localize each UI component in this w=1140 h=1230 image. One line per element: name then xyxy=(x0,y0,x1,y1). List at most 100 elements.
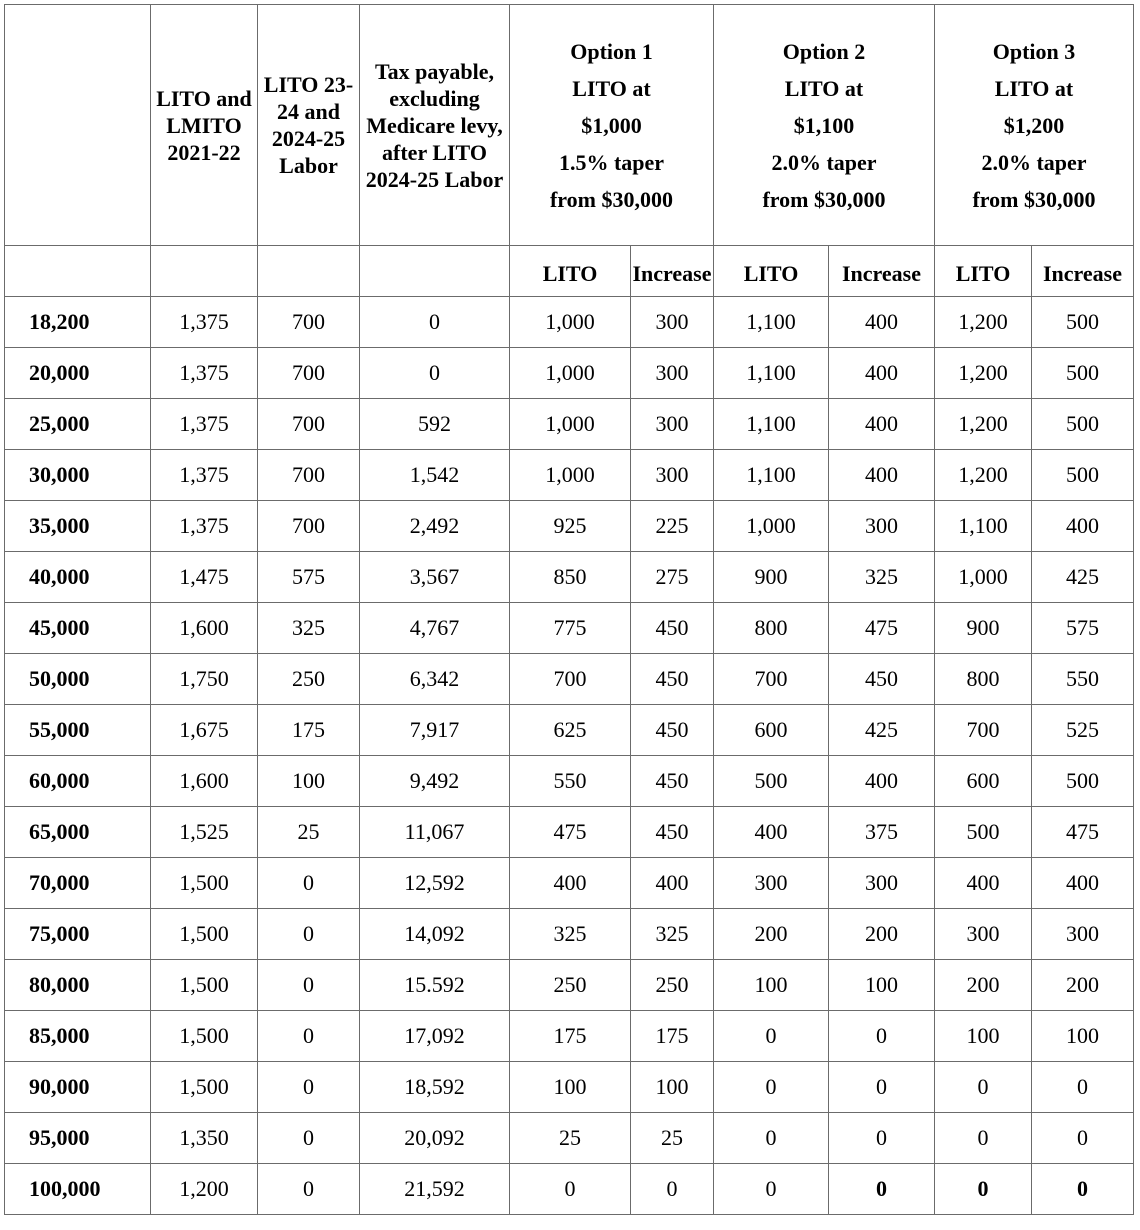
income-cell: 85,000 xyxy=(4,1010,151,1062)
income-cell: 60,000 xyxy=(4,755,151,807)
lito-2024-25-labor-cell: 0 xyxy=(257,959,360,1011)
option-3-lito-cell: 1,200 xyxy=(934,296,1032,348)
option-line: $1,000 xyxy=(581,112,642,138)
option-line: 2.0% taper xyxy=(981,149,1087,175)
option-3-increase-cell: 400 xyxy=(1031,857,1134,909)
table-row: 100,000 1,200 0 21,592 0 0 0 0 0 0 xyxy=(4,1163,1134,1215)
lito-2024-25-labor-cell: 25 xyxy=(257,806,360,858)
tax-payable-cell: 0 xyxy=(359,347,510,399)
option-1-lito-cell: 250 xyxy=(509,959,631,1011)
option-1-increase-cell: 450 xyxy=(630,653,714,705)
lito-2024-25-labor-cell: 0 xyxy=(257,1112,360,1164)
option-1-lito-cell: 1,000 xyxy=(509,449,631,501)
lito-2024-25-labor-cell: 0 xyxy=(257,1163,360,1215)
option-3-lito-cell: 400 xyxy=(934,857,1032,909)
option-3-increase-cell: 500 xyxy=(1031,347,1134,399)
lito-lmito-2021-22-cell: 1,475 xyxy=(150,551,258,603)
option-1-lito-cell: 25 xyxy=(509,1112,631,1164)
option-3-increase-cell: 0 xyxy=(1031,1163,1134,1215)
option-1-lito-cell: 925 xyxy=(509,500,631,552)
tax-payable-cell: 17,092 xyxy=(359,1010,510,1062)
table-row: 75,000 1,500 0 14,092 325 325 200 200 300 300 xyxy=(4,908,1134,960)
lito-2024-25-labor-cell: 0 xyxy=(257,1061,360,1113)
subheader-increase: Increase xyxy=(828,245,935,297)
subheader-label: Increase xyxy=(1042,261,1123,286)
option-line: $1,200 xyxy=(1003,112,1065,138)
option-2-increase-cell: 400 xyxy=(828,398,935,450)
option-1-increase-cell: 175 xyxy=(630,1010,714,1062)
option-1-increase-cell: 300 xyxy=(630,347,714,399)
income-cell: 65,000 xyxy=(4,806,151,858)
lito-2024-25-labor-cell: 0 xyxy=(257,857,360,909)
lito-2024-25-labor-cell: 175 xyxy=(257,704,360,756)
lito-2024-25-labor-cell: 0 xyxy=(257,908,360,960)
income-cell: 90,000 xyxy=(4,1061,151,1113)
lito-lmito-2021-22-cell: 1,200 xyxy=(150,1163,258,1215)
option-3-lito-cell: 500 xyxy=(934,806,1032,858)
option-3-increase-cell: 425 xyxy=(1031,551,1134,603)
option-3-lito-cell: 0 xyxy=(934,1061,1032,1113)
option-title: Option 1 xyxy=(570,38,653,64)
tax-payable-cell: 9,492 xyxy=(359,755,510,807)
option-3-increase-cell: 300 xyxy=(1031,908,1134,960)
empty-cell xyxy=(150,245,258,297)
income-cell: 18,200 xyxy=(4,296,151,348)
option-3-lito-cell: 0 xyxy=(934,1163,1032,1215)
option-2-lito-cell: 100 xyxy=(713,959,829,1011)
income-cell: 35,000 xyxy=(4,500,151,552)
lito-2024-25-labor-cell: 700 xyxy=(257,347,360,399)
option-3-lito-cell: 600 xyxy=(934,755,1032,807)
option-3-lito-cell: 800 xyxy=(934,653,1032,705)
subheader-label: LITO xyxy=(743,261,799,286)
option-1-increase-cell: 325 xyxy=(630,908,714,960)
table-body: 18,200 1,375 700 0 1,000 300 1,100 400 1,200 500 2… xyxy=(4,296,1134,1215)
option-2-increase-cell: 400 xyxy=(828,296,935,348)
option-2-lito-cell: 1,100 xyxy=(713,398,829,450)
option-1-increase-cell: 300 xyxy=(630,449,714,501)
option-1-increase-cell: 400 xyxy=(630,857,714,909)
lito-2024-25-labor-cell: 0 xyxy=(257,1010,360,1062)
tax-payable-cell: 12,592 xyxy=(359,857,510,909)
option-2-lito-cell: 500 xyxy=(713,755,829,807)
option-1-lito-cell: 1,000 xyxy=(509,296,631,348)
option-3-increase-cell: 475 xyxy=(1031,806,1134,858)
option-3-lito-cell: 200 xyxy=(934,959,1032,1011)
option-2-lito-cell: 900 xyxy=(713,551,829,603)
lito-lmito-2021-22-cell: 1,375 xyxy=(150,398,258,450)
option-line: from $30,000 xyxy=(972,186,1096,212)
table-row: 45,000 1,600 325 4,767 775 450 800 475 900 575 xyxy=(4,602,1134,654)
table-row: 50,000 1,750 250 6,342 700 450 700 450 800 550 xyxy=(4,653,1134,705)
tax-payable-cell: 21,592 xyxy=(359,1163,510,1215)
subheader-label: Increase xyxy=(841,261,922,286)
option-3-lito-cell: 1,100 xyxy=(934,500,1032,552)
lito-lmito-2021-22-cell: 1,750 xyxy=(150,653,258,705)
table-row: 20,000 1,375 700 0 1,000 300 1,100 400 1,200 500 xyxy=(4,347,1134,399)
option-2-increase-cell: 0 xyxy=(828,1061,935,1113)
option-title: Option 2 xyxy=(782,38,866,64)
option-1-increase-cell: 25 xyxy=(630,1112,714,1164)
table-row: 55,000 1,675 175 7,917 625 450 600 425 700 525 xyxy=(4,704,1134,756)
table-row: 30,000 1,375 700 1,542 1,000 300 1,100 400 1,200… xyxy=(4,449,1134,501)
option-1-lito-cell: 400 xyxy=(509,857,631,909)
tax-payable-cell: 2,492 xyxy=(359,500,510,552)
option-2-increase-cell: 400 xyxy=(828,347,935,399)
option-1-increase-cell: 225 xyxy=(630,500,714,552)
option-line: from $30,000 xyxy=(549,186,674,212)
tax-payable-cell: 1,542 xyxy=(359,449,510,501)
subheader-increase: Increase xyxy=(1031,245,1134,297)
option-1-increase-cell: 450 xyxy=(630,806,714,858)
tax-payable-cell: 592 xyxy=(359,398,510,450)
option-3-increase-cell: 0 xyxy=(1031,1061,1134,1113)
option-3-increase-cell: 525 xyxy=(1031,704,1134,756)
lito-lmito-2021-22-cell: 1,375 xyxy=(150,449,258,501)
option-1-increase-cell: 450 xyxy=(630,602,714,654)
subheader-increase: Increase xyxy=(630,245,714,297)
option-3-lito-cell: 0 xyxy=(934,1112,1032,1164)
lito-lmito-2021-22-cell: 1,500 xyxy=(150,908,258,960)
lito-lmito-2021-22-cell: 1,500 xyxy=(150,1010,258,1062)
lito-lmito-2021-22-cell: 1,375 xyxy=(150,500,258,552)
tax-payable-cell: 7,917 xyxy=(359,704,510,756)
tax-payable-cell: 15.592 xyxy=(359,959,510,1011)
option-2-increase-cell: 425 xyxy=(828,704,935,756)
income-cell: 80,000 xyxy=(4,959,151,1011)
